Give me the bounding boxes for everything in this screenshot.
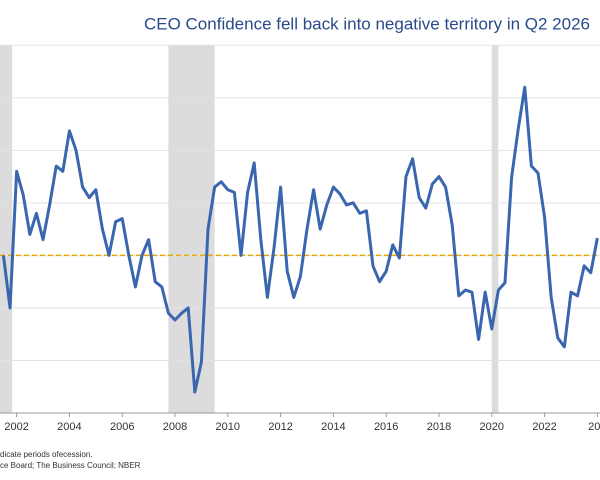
x-tick-label: 202 bbox=[588, 421, 600, 433]
x-tick-label: 2016 bbox=[374, 421, 398, 433]
recession-band bbox=[0, 45, 13, 413]
x-tick-label: 2012 bbox=[268, 421, 292, 433]
recession-band bbox=[491, 45, 499, 413]
note: ce Board; The Business Council; NBER bbox=[0, 461, 141, 470]
x-tick-label: 2002 bbox=[4, 421, 28, 433]
x-tick-label: 2020 bbox=[480, 421, 504, 433]
x-tick-label: 2004 bbox=[57, 421, 81, 433]
chart-title: CEO Confidence fell back into negative t… bbox=[144, 14, 590, 33]
x-tick-label: 2008 bbox=[163, 421, 187, 433]
x-tick-label: 2010 bbox=[216, 421, 240, 433]
x-tick-label: 2022 bbox=[532, 421, 556, 433]
x-tick-label: 2018 bbox=[427, 421, 451, 433]
x-tick-label: 2014 bbox=[321, 421, 345, 433]
note: dicate periods ofecession. bbox=[0, 450, 93, 459]
x-tick-label: 2006 bbox=[110, 421, 134, 433]
data-line bbox=[1, 85, 599, 394]
